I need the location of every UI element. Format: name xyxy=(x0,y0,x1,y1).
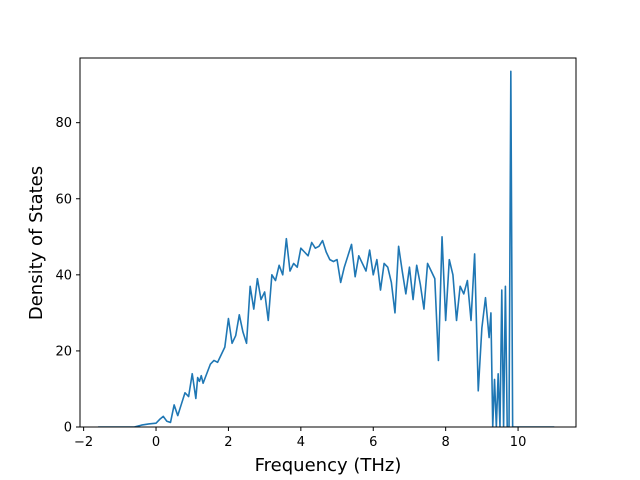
y-tick-label: 80 xyxy=(55,116,72,131)
x-tick-label: 4 xyxy=(297,435,305,450)
x-tick-label: 2 xyxy=(224,435,232,450)
y-tick-label: 40 xyxy=(55,268,72,283)
plot-area xyxy=(98,70,555,427)
x-axis-label: Frequency (THz) xyxy=(255,455,402,476)
y-tick-label: 0 xyxy=(64,421,72,436)
x-tick-label: 6 xyxy=(369,435,377,450)
axes-frame xyxy=(79,57,577,428)
y-axis-label: Density of States xyxy=(26,166,47,320)
x-tick-label: 8 xyxy=(442,435,450,450)
x-tick-label: −2 xyxy=(74,435,93,450)
x-tick-label: 10 xyxy=(510,435,527,450)
y-tick-label: 20 xyxy=(55,344,72,359)
y-tick-label: 60 xyxy=(55,192,72,207)
x-tick-label: 0 xyxy=(152,435,160,450)
dos-series-line xyxy=(98,70,555,427)
